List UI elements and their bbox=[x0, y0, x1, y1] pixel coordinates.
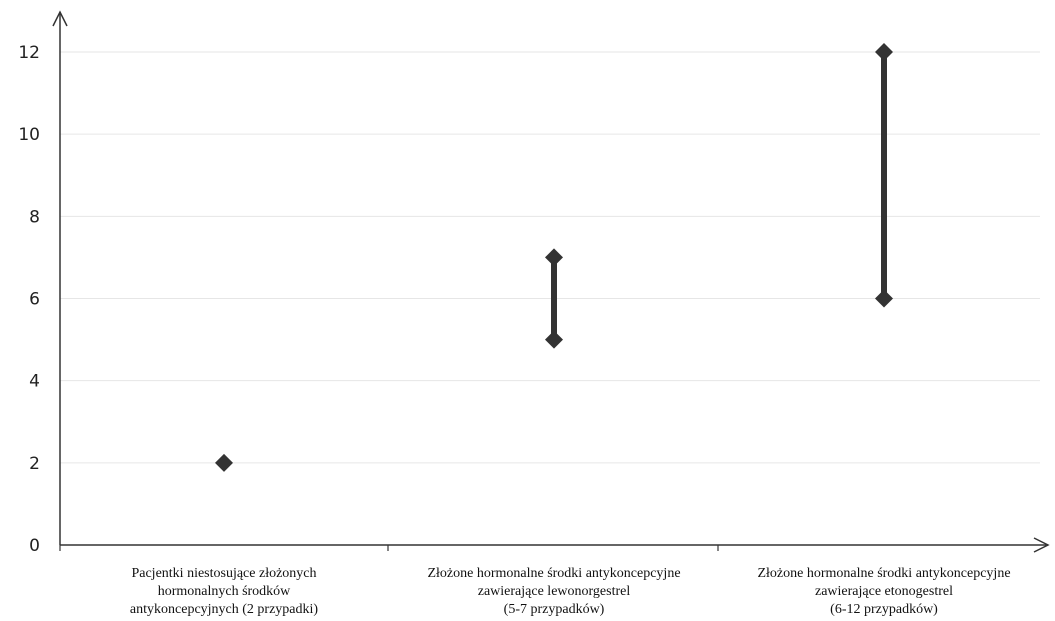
category-label-line: zawierające etonogestrel bbox=[815, 584, 953, 599]
y-tick-label: 0 bbox=[29, 536, 40, 556]
category-label-line: Pacjentki niestosujące złożonych bbox=[131, 566, 316, 581]
category-label-line: hormonalnych środków bbox=[158, 584, 291, 599]
y-axis-arrow bbox=[52, 10, 68, 27]
category-label-line: (6-12 przypadków) bbox=[830, 602, 938, 617]
category-label-line: antykoncepcyjnych (2 przypadki) bbox=[130, 602, 318, 617]
min-marker bbox=[875, 289, 893, 308]
category-label: Złożone hormonalne środki antykoncepcyjn… bbox=[757, 566, 1010, 617]
y-tick-labels: 0 2 4 6 8 10 12 bbox=[18, 43, 40, 556]
y-tick-label: 4 bbox=[29, 372, 40, 392]
max-marker bbox=[545, 248, 563, 267]
min-marker bbox=[545, 330, 563, 349]
y-tick-label: 12 bbox=[18, 43, 40, 63]
category-label-line: Złożone hormonalne środki antykoncepcyjn… bbox=[757, 566, 1010, 581]
y-tick-label: 2 bbox=[29, 454, 40, 474]
gridlines bbox=[60, 51, 1040, 464]
x-tick-marks bbox=[59, 545, 719, 551]
category-label-line: Złożone hormonalne środki antykoncepcyjn… bbox=[427, 566, 680, 581]
category-labels: Pacjentki niestosujące złożonych hormonal… bbox=[130, 566, 1011, 617]
category-label: Złożone hormonalne środki antykoncepcyjn… bbox=[427, 566, 680, 617]
axes bbox=[52, 10, 1050, 553]
max-marker bbox=[875, 43, 893, 61]
y-tick-label: 6 bbox=[29, 290, 40, 310]
category-label-line: zawierające lewonorgestrel bbox=[478, 584, 631, 599]
category-label-line: (5-7 przypadków) bbox=[504, 602, 605, 617]
max-marker bbox=[215, 453, 233, 472]
data-marks bbox=[215, 43, 893, 472]
category-label: Pacjentki niestosujące złożonych hormonal… bbox=[130, 566, 318, 617]
y-tick-label: 10 bbox=[18, 125, 40, 145]
y-tick-label: 8 bbox=[29, 207, 40, 227]
x-axis-arrow bbox=[1033, 537, 1050, 553]
